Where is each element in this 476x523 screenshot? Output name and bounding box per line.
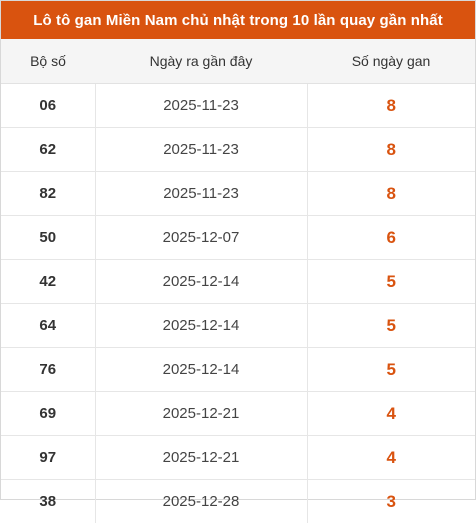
table-row: 64 2025-12-14 5 <box>1 304 475 348</box>
so-ngay-gan-cell: 3 <box>307 480 475 523</box>
bo-so-cell: 38 <box>1 480 95 523</box>
table-row: 06 2025-11-23 8 <box>1 84 475 128</box>
table-row: 69 2025-12-21 4 <box>1 392 475 436</box>
bo-so-cell: 50 <box>1 216 95 260</box>
header-bo-so: Bộ số <box>1 39 95 84</box>
bo-so-cell: 69 <box>1 392 95 436</box>
ngay-ra-cell: 2025-12-21 <box>95 436 307 480</box>
lo-gan-table: Bộ số Ngày ra gần đây Số ngày gan 06 202… <box>1 39 475 523</box>
bo-so-cell: 97 <box>1 436 95 480</box>
ngay-ra-cell: 2025-11-23 <box>95 128 307 172</box>
so-ngay-gan-cell: 8 <box>307 84 475 128</box>
header-ngay-ra: Ngày ra gần đây <box>95 39 307 84</box>
so-ngay-gan-cell: 4 <box>307 436 475 480</box>
header-so-ngay-gan: Số ngày gan <box>307 39 475 84</box>
so-ngay-gan-cell: 5 <box>307 304 475 348</box>
table-row: 82 2025-11-23 8 <box>1 172 475 216</box>
lo-gan-panel: Lô tô gan Miền Nam chủ nhật trong 10 lần… <box>0 0 476 500</box>
so-ngay-gan-cell: 8 <box>307 172 475 216</box>
bo-so-cell: 82 <box>1 172 95 216</box>
ngay-ra-cell: 2025-12-14 <box>95 304 307 348</box>
bo-so-cell: 42 <box>1 260 95 304</box>
table-row: 50 2025-12-07 6 <box>1 216 475 260</box>
table-row: 42 2025-12-14 5 <box>1 260 475 304</box>
so-ngay-gan-cell: 4 <box>307 392 475 436</box>
ngay-ra-cell: 2025-12-07 <box>95 216 307 260</box>
ngay-ra-cell: 2025-11-23 <box>95 172 307 216</box>
bo-so-cell: 06 <box>1 84 95 128</box>
table-row: 38 2025-12-28 3 <box>1 480 475 523</box>
so-ngay-gan-cell: 8 <box>307 128 475 172</box>
table-row: 97 2025-12-21 4 <box>1 436 475 480</box>
panel-title: Lô tô gan Miền Nam chủ nhật trong 10 lần… <box>1 1 475 39</box>
so-ngay-gan-cell: 5 <box>307 348 475 392</box>
ngay-ra-cell: 2025-11-23 <box>95 84 307 128</box>
ngay-ra-cell: 2025-12-21 <box>95 392 307 436</box>
so-ngay-gan-cell: 5 <box>307 260 475 304</box>
table-row: 62 2025-11-23 8 <box>1 128 475 172</box>
table-row: 76 2025-12-14 5 <box>1 348 475 392</box>
bo-so-cell: 76 <box>1 348 95 392</box>
ngay-ra-cell: 2025-12-14 <box>95 348 307 392</box>
bo-so-cell: 64 <box>1 304 95 348</box>
bo-so-cell: 62 <box>1 128 95 172</box>
ngay-ra-cell: 2025-12-28 <box>95 480 307 523</box>
ngay-ra-cell: 2025-12-14 <box>95 260 307 304</box>
table-header-row: Bộ số Ngày ra gần đây Số ngày gan <box>1 39 475 84</box>
so-ngay-gan-cell: 6 <box>307 216 475 260</box>
